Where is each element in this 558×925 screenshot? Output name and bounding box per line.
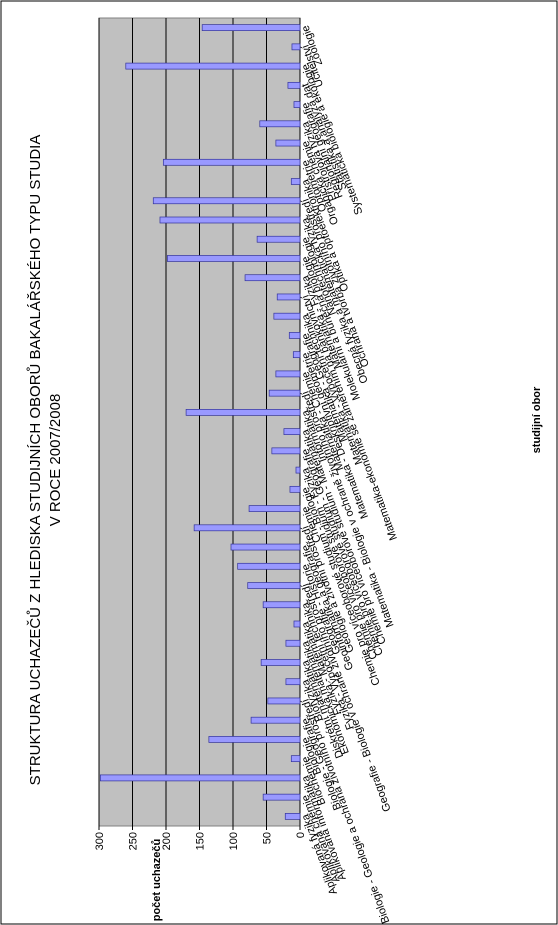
bar: [259, 120, 301, 128]
bar: [260, 659, 301, 666]
bar: [289, 485, 301, 493]
bar: [293, 620, 301, 628]
bar: [125, 62, 301, 70]
bar: [244, 274, 301, 282]
bar: [248, 505, 301, 512]
bar: [271, 447, 301, 455]
bar: [185, 409, 301, 416]
y-tick-label: 0: [295, 832, 307, 838]
bar: [283, 428, 301, 435]
bar: [99, 774, 301, 782]
chart-subtitle: V ROCE 2007/2008: [47, 394, 64, 527]
bar: [273, 312, 301, 320]
bar: [247, 582, 301, 589]
bar: [262, 793, 301, 801]
bar: [288, 332, 301, 339]
bar: [285, 639, 301, 647]
bar: [193, 524, 301, 532]
bar: [152, 197, 301, 205]
chart-title: STRUKTURA UCHAZEČŮ Z HLEDISKA STUDIJNÍCH…: [26, 135, 44, 786]
y-tick-label: 50: [262, 832, 274, 844]
bar: [285, 678, 301, 686]
y-tick-label: 200: [161, 832, 173, 850]
y-tick-label: 150: [195, 832, 207, 850]
bar: [291, 43, 301, 51]
bar: [250, 716, 301, 724]
bar: [275, 139, 301, 147]
y-axis-title: počet uchazečů: [151, 839, 163, 922]
bar: [268, 389, 301, 397]
bar: [293, 101, 301, 108]
y-tick-label: 250: [128, 832, 140, 850]
bar: [295, 466, 301, 474]
bar: [237, 562, 301, 570]
bar: [230, 543, 301, 551]
bar: [287, 81, 301, 89]
bar: [292, 351, 301, 359]
bar: [284, 813, 301, 820]
bar: [256, 235, 301, 243]
bar: [166, 255, 301, 262]
bar: [201, 24, 301, 31]
y-tick-label: 100: [228, 832, 240, 850]
bar: [159, 216, 301, 224]
y-tick-label: 300: [94, 832, 106, 850]
bar: [276, 293, 301, 301]
x-axis-title: studijní obor: [531, 386, 543, 453]
bar: [275, 370, 301, 378]
bar: [208, 736, 301, 743]
bar: [162, 158, 301, 166]
bar: [290, 755, 301, 763]
bar: [290, 178, 301, 185]
bar: [267, 697, 301, 705]
bar: [262, 601, 301, 609]
